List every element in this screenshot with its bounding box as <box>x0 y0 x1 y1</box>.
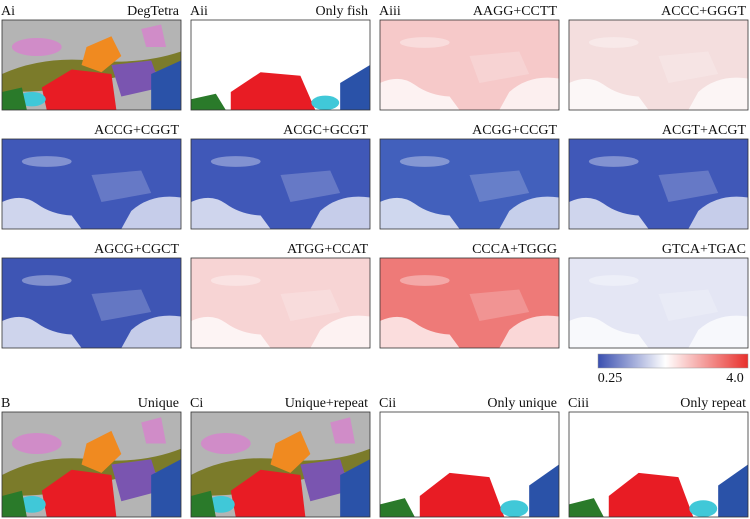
panel-image <box>380 412 559 517</box>
panel-title: Only repeat <box>680 396 746 411</box>
panel-image <box>380 258 559 348</box>
panel-label: Ciii <box>568 396 589 411</box>
panel-label: Ci <box>190 396 203 411</box>
panel-label: Cii <box>379 396 396 411</box>
panel-image <box>2 139 181 229</box>
panel-title: ACGG+CCGT <box>472 123 557 138</box>
panel-frame <box>190 19 371 111</box>
panel-image <box>191 258 370 348</box>
panel-frame <box>568 257 749 349</box>
panel-title: ACGT+ACGT <box>662 123 747 138</box>
panel-title: Unique <box>138 396 179 411</box>
panel-frame <box>1 411 182 518</box>
panel-frame <box>568 411 749 518</box>
panel-title: ATGG+CCAT <box>287 242 368 257</box>
panel-image <box>191 20 370 110</box>
panel-image <box>2 258 181 348</box>
panel-frame <box>190 257 371 349</box>
panel-label: Aiii <box>379 4 401 19</box>
panel-image <box>380 20 559 110</box>
panel-image <box>569 139 748 229</box>
panel-image <box>2 20 181 110</box>
panel-frame <box>190 411 371 518</box>
panel-frame <box>379 257 560 349</box>
panel-frame <box>190 138 371 230</box>
panel-frame <box>568 19 749 111</box>
panel-title: DegTetra <box>127 4 180 19</box>
panel-frame <box>379 19 560 111</box>
colorbar-min: 0.25 <box>598 371 623 386</box>
panel-title: Unique+repeat <box>285 396 368 411</box>
panel-title: GTCA+TGAC <box>662 242 746 257</box>
panel-title: ACCC+GGGT <box>661 4 746 19</box>
panel-image <box>191 139 370 229</box>
panel-frame <box>1 257 182 349</box>
panel-image <box>191 412 370 517</box>
panel-title: ACGC+GCGT <box>283 123 368 138</box>
panel-frame <box>568 138 749 230</box>
panel-title: AAGG+CCTT <box>473 4 558 19</box>
panel-image <box>569 412 748 517</box>
panel-title: Only unique <box>487 396 557 411</box>
panel-label: Ai <box>1 4 15 19</box>
panel-frame <box>379 411 560 518</box>
panel-label: B <box>1 396 10 411</box>
panel-title: AGCG+CGCT <box>94 242 179 257</box>
panel-frame <box>1 19 182 111</box>
panels: Ai DegTetra Aii Only fish Aiii AAGG+CCTT ACCC+… <box>1 4 749 518</box>
panel-title: Only fish <box>316 4 369 19</box>
colorbar-max: 4.0 <box>726 371 744 386</box>
panel-image <box>2 412 181 517</box>
panel-title: CCCA+TGGG <box>472 242 557 257</box>
panel-frame <box>379 138 560 230</box>
colorbar <box>597 353 749 369</box>
panel-image <box>380 139 559 229</box>
panel-frame <box>1 138 182 230</box>
panel-image <box>569 20 748 110</box>
panel-title: ACCG+CGGT <box>94 123 179 138</box>
panel-image <box>569 258 748 348</box>
panel-label: Aii <box>190 4 208 19</box>
